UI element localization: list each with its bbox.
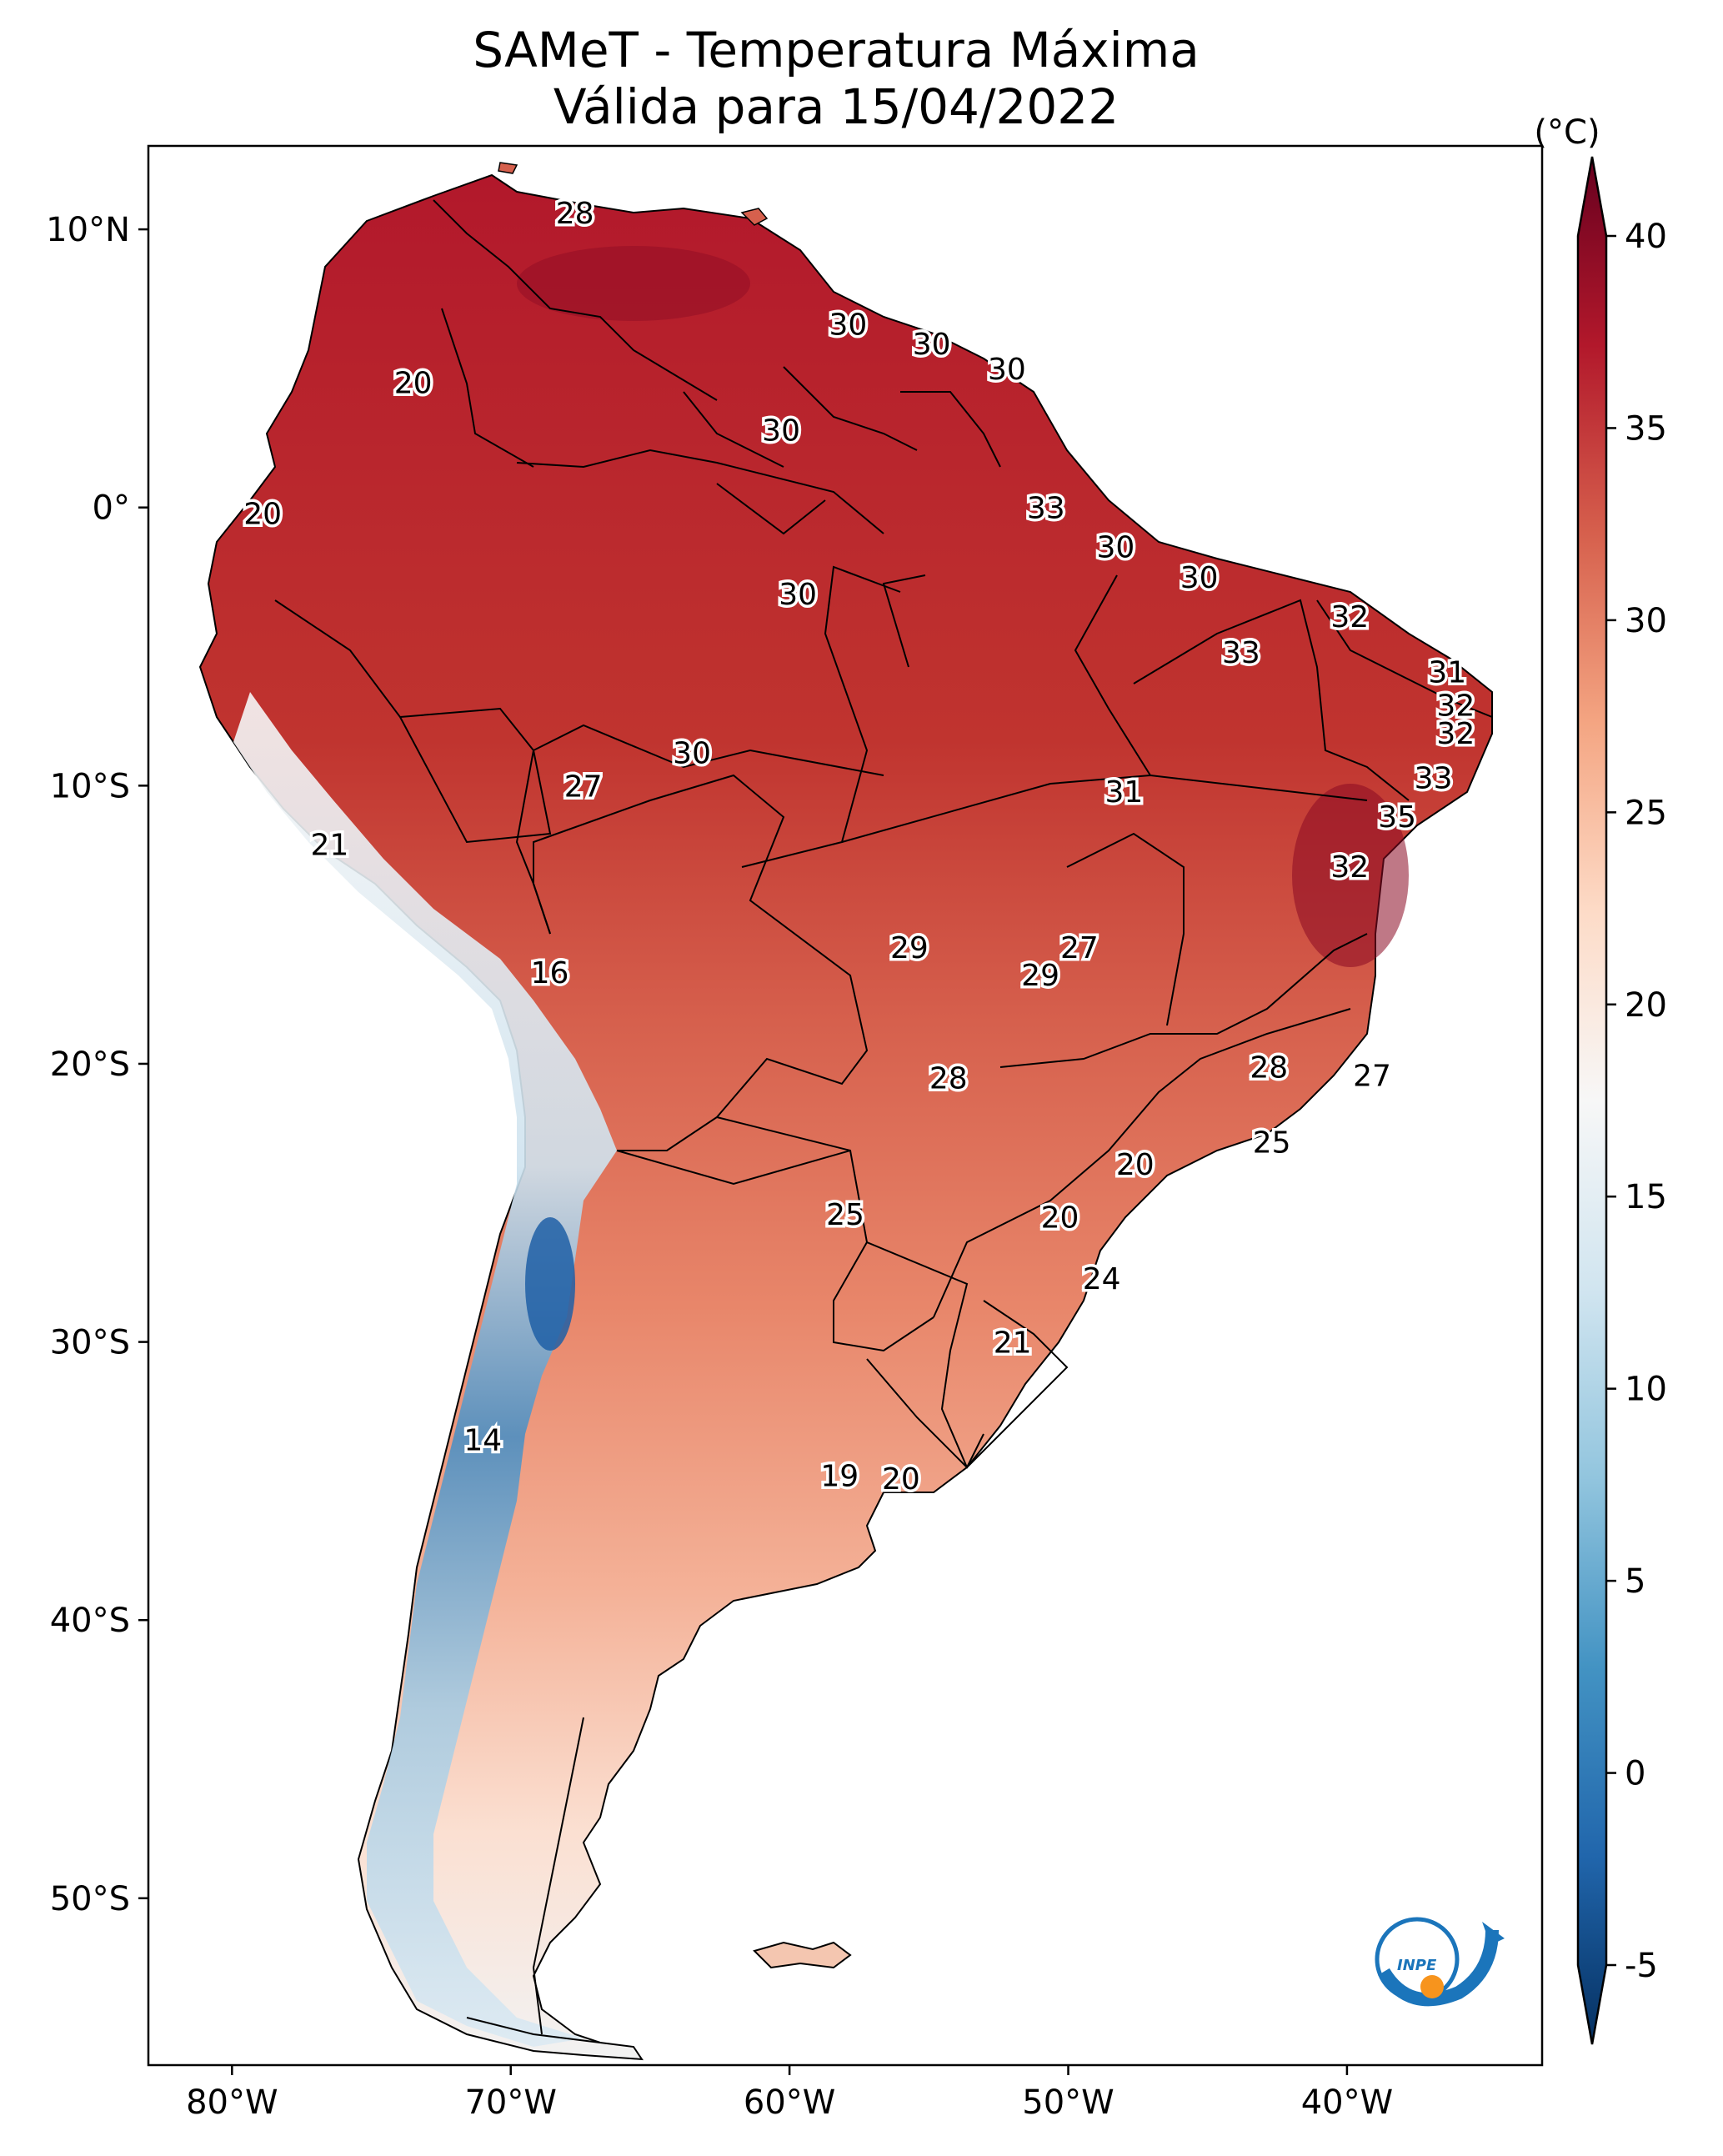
lat-tick-label: 10°S: [50, 767, 130, 805]
temperature-label: 14: [463, 1423, 502, 1457]
lon-tick-label: 40°W: [1301, 2083, 1393, 2122]
inpe-logo-dot: [1420, 1975, 1444, 1998]
temperature-label: 19: [820, 1460, 859, 1494]
colorbar-tick-label: 40: [1625, 218, 1667, 256]
lon-tick-label: 80°W: [186, 2083, 278, 2122]
colorbar-tick-label: 10: [1625, 1371, 1667, 1409]
inpe-logo-arrow-icon: [1482, 1922, 1505, 1945]
andes-cold-core: [525, 1217, 575, 1351]
inpe-logo: INPE: [1375, 1917, 1505, 2007]
lon-tick-label: 70°W: [464, 2083, 556, 2122]
temperature-label: 30: [779, 578, 817, 612]
temperature-label: 33: [1027, 492, 1065, 526]
map-title-line-1: SAMeT - Temperatura Máxima: [473, 22, 1200, 78]
colorbar: 40 35 30 25 20 15 10 5 0 -5 (°C): [1534, 113, 1667, 2045]
temperature-label: 32: [1330, 850, 1369, 885]
colorbar-ticks: 40 35 30 25 20 15 10 5 0 -5: [1606, 218, 1667, 1985]
colorbar-tick-label: 35: [1625, 409, 1667, 448]
temperature-label: 30: [762, 414, 800, 448]
falkland-islands: [753, 1941, 852, 1969]
temperature-label: 30: [988, 353, 1026, 387]
temperature-label: 30: [913, 328, 951, 362]
temperature-label: 30: [673, 736, 711, 770]
temperature-label: 27: [1353, 1059, 1391, 1093]
temperature-label: 20: [243, 497, 282, 531]
latitude-axis: 10°N 0° 10°S 20°S 30°S 40°S 50°S: [46, 211, 148, 1918]
temperature-label: 27: [1060, 931, 1099, 965]
temperature-label: 30: [829, 308, 867, 343]
map-title-line-2: Válida para 15/04/2022: [553, 78, 1119, 135]
northeast-hot-core: [1292, 784, 1409, 967]
lat-tick-label: 50°S: [50, 1880, 130, 1918]
lat-tick-label: 40°S: [50, 1602, 130, 1640]
temperature-label: 32: [1436, 717, 1475, 751]
lat-tick-label: 20°S: [50, 1045, 130, 1084]
temperature-label: 33: [1415, 761, 1453, 795]
venezuela-hot-core: [517, 246, 750, 321]
temperature-label: 31: [1104, 775, 1143, 810]
lon-tick-label: 50°W: [1022, 2083, 1114, 2122]
temperature-label: 29: [1021, 959, 1059, 993]
temperature-label: 25: [1253, 1126, 1291, 1160]
colorbar-tick-label: 0: [1625, 1755, 1645, 1793]
colorbar-tick-label: 30: [1625, 602, 1667, 640]
temperature-label: 33: [1222, 636, 1260, 670]
temperature-label: 21: [994, 1326, 1032, 1361]
temperature-label: 20: [1116, 1148, 1155, 1182]
temperature-label: 16: [531, 956, 569, 990]
temperature-label: 31: [1428, 656, 1466, 690]
temperature-label: 28: [1250, 1050, 1288, 1085]
temperature-label: 20: [1041, 1201, 1079, 1235]
temperature-label: 28: [929, 1062, 968, 1096]
temperature-label: 28: [556, 197, 594, 231]
inpe-logo-text: INPE: [1397, 1957, 1437, 1974]
colorbar-tick-label: 20: [1625, 986, 1667, 1025]
colorbar-gradient: [1576, 156, 1608, 2045]
colorbar-tick-label: 15: [1625, 1178, 1667, 1216]
temperature-label: 30: [1180, 561, 1219, 595]
longitude-axis: 80°W 70°W 60°W 50°W 40°W: [186, 2065, 1393, 2122]
colorbar-tick-label: 25: [1625, 794, 1667, 832]
colorbar-unit-label: (°C): [1534, 113, 1600, 152]
temperature-label: 20: [394, 367, 433, 401]
inpe-logo-swoosh: [1378, 1929, 1499, 2007]
temperature-label: 27: [564, 770, 603, 804]
temperature-label: 20: [882, 1462, 920, 1497]
colorbar-tick-label: -5: [1625, 1947, 1658, 1985]
temperature-label: 30: [1096, 530, 1134, 564]
lat-tick-label: 30°S: [50, 1324, 130, 1362]
map-frame: [147, 144, 1544, 2067]
temperature-label: 35: [1378, 800, 1416, 835]
temperature-label: 25: [826, 1198, 864, 1232]
temperature-label: 29: [890, 931, 929, 965]
temperature-label: 32: [1436, 689, 1475, 724]
temperature-label: 32: [1330, 600, 1369, 634]
lat-tick-label: 0°: [93, 489, 130, 528]
lon-tick-label: 60°W: [744, 2083, 835, 2122]
temperature-label: 24: [1083, 1262, 1121, 1296]
lat-tick-label: 10°N: [46, 211, 130, 249]
country-borders: [274, 199, 1493, 2043]
colorbar-tick-label: 5: [1625, 1562, 1645, 1601]
temperature-label: 21: [310, 828, 348, 862]
caribbean-islands: [498, 162, 769, 226]
map-panel: [148, 146, 1542, 2065]
andes-cold-band: [233, 692, 617, 2047]
